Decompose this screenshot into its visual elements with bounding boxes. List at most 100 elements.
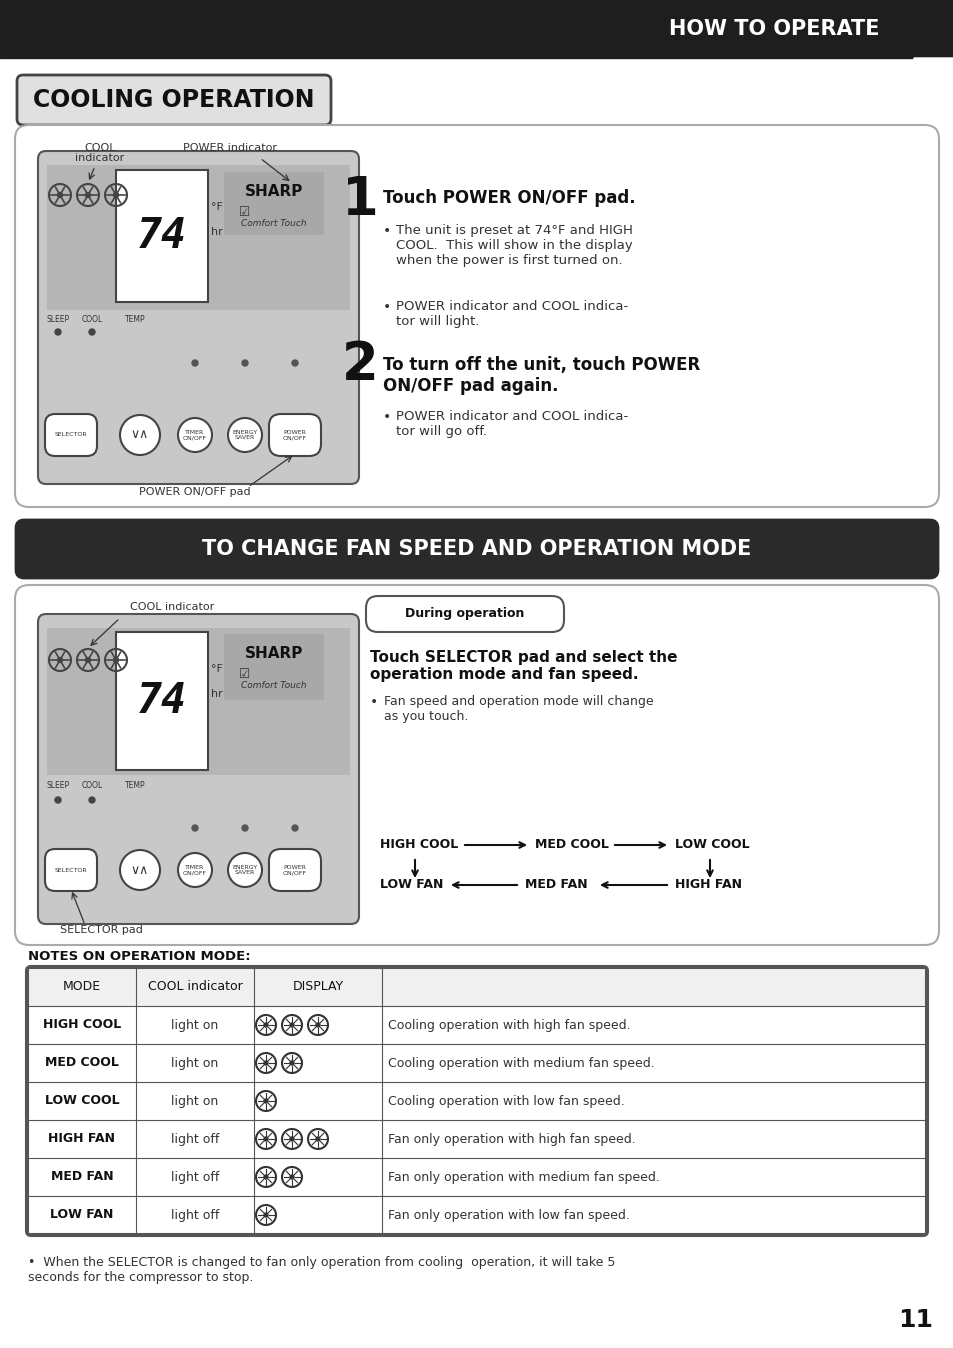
Text: °F: °F bbox=[211, 202, 223, 212]
Text: ENERGY
SAVER: ENERGY SAVER bbox=[233, 430, 257, 441]
Text: •: • bbox=[382, 224, 391, 239]
Text: POWER
ON/OFF: POWER ON/OFF bbox=[283, 430, 307, 441]
Text: light off: light off bbox=[171, 1209, 219, 1221]
Text: 1: 1 bbox=[341, 174, 378, 226]
Circle shape bbox=[178, 418, 212, 452]
FancyBboxPatch shape bbox=[17, 75, 331, 125]
Bar bbox=[224, 634, 324, 700]
Text: SHARP: SHARP bbox=[245, 647, 303, 662]
FancyBboxPatch shape bbox=[38, 613, 358, 923]
Bar bbox=[47, 628, 350, 775]
Text: NOTES ON OPERATION MODE:: NOTES ON OPERATION MODE: bbox=[28, 950, 251, 964]
Text: 2: 2 bbox=[341, 338, 378, 391]
Text: light off: light off bbox=[171, 1170, 219, 1184]
Text: POWER indicator and COOL indica-
tor will go off.: POWER indicator and COOL indica- tor wil… bbox=[395, 410, 628, 438]
Text: To turn off the unit, touch POWER
ON/OFF pad again.: To turn off the unit, touch POWER ON/OFF… bbox=[382, 356, 700, 395]
Text: LOW COOL: LOW COOL bbox=[675, 838, 749, 852]
Circle shape bbox=[315, 1136, 319, 1140]
Text: indicator: indicator bbox=[75, 154, 125, 163]
Circle shape bbox=[290, 1175, 294, 1180]
FancyBboxPatch shape bbox=[269, 849, 320, 891]
Text: MODE: MODE bbox=[63, 980, 101, 993]
Text: Touch POWER ON/OFF pad.: Touch POWER ON/OFF pad. bbox=[382, 189, 635, 208]
Circle shape bbox=[89, 797, 95, 803]
Text: Cooling operation with high fan speed.: Cooling operation with high fan speed. bbox=[388, 1019, 630, 1031]
Text: light on: light on bbox=[172, 1019, 218, 1031]
Text: Comfort Touch: Comfort Touch bbox=[241, 682, 307, 690]
Circle shape bbox=[264, 1099, 268, 1103]
Text: SHARP: SHARP bbox=[245, 185, 303, 200]
Bar bbox=[224, 173, 324, 235]
Text: COOLING OPERATION: COOLING OPERATION bbox=[33, 88, 314, 112]
Bar bbox=[28, 1158, 925, 1196]
Circle shape bbox=[113, 658, 118, 662]
Circle shape bbox=[113, 193, 118, 198]
Text: LOW FAN: LOW FAN bbox=[51, 1209, 113, 1221]
Circle shape bbox=[86, 658, 91, 662]
Text: HIGH FAN: HIGH FAN bbox=[675, 879, 741, 891]
Text: 74: 74 bbox=[137, 679, 187, 723]
Text: •: • bbox=[382, 410, 391, 425]
Text: COOL: COOL bbox=[81, 315, 103, 324]
Circle shape bbox=[57, 193, 63, 198]
Text: light off: light off bbox=[171, 1132, 219, 1146]
Text: ∨∧: ∨∧ bbox=[131, 864, 149, 876]
Text: ☑: ☑ bbox=[239, 667, 250, 681]
Text: COOL indicator: COOL indicator bbox=[148, 980, 242, 993]
Circle shape bbox=[120, 851, 160, 890]
Circle shape bbox=[192, 825, 198, 830]
Circle shape bbox=[292, 360, 297, 367]
Text: SELECTOR pad: SELECTOR pad bbox=[60, 925, 143, 936]
Text: MED COOL: MED COOL bbox=[45, 1057, 119, 1069]
Circle shape bbox=[120, 415, 160, 456]
Circle shape bbox=[315, 1023, 319, 1027]
Text: The unit is preset at 74°F and HIGH
COOL.  This will show in the display
when th: The unit is preset at 74°F and HIGH COOL… bbox=[395, 224, 632, 267]
Text: POWER indicator and COOL indica-
tor will light.: POWER indicator and COOL indica- tor wil… bbox=[395, 301, 628, 328]
Bar bbox=[28, 968, 925, 1006]
Text: TO CHANGE FAN SPEED AND OPERATION MODE: TO CHANGE FAN SPEED AND OPERATION MODE bbox=[202, 539, 751, 559]
Bar bbox=[28, 1043, 925, 1082]
FancyBboxPatch shape bbox=[45, 849, 97, 891]
Text: Fan only operation with medium fan speed.: Fan only operation with medium fan speed… bbox=[388, 1170, 659, 1184]
Text: HIGH COOL: HIGH COOL bbox=[379, 838, 457, 852]
Text: HIGH FAN: HIGH FAN bbox=[49, 1132, 115, 1146]
Text: SLEEP: SLEEP bbox=[47, 315, 70, 324]
Text: hr: hr bbox=[211, 226, 222, 237]
Circle shape bbox=[228, 853, 262, 887]
Bar bbox=[28, 1082, 925, 1120]
Bar bbox=[0, 0, 953, 58]
Text: POWER indicator: POWER indicator bbox=[183, 143, 276, 154]
Text: MED FAN: MED FAN bbox=[51, 1170, 113, 1184]
Circle shape bbox=[292, 825, 297, 830]
Text: SELECTOR: SELECTOR bbox=[54, 868, 88, 872]
Text: POWER
ON/OFF: POWER ON/OFF bbox=[283, 864, 307, 875]
FancyBboxPatch shape bbox=[38, 151, 358, 484]
Text: hr: hr bbox=[211, 689, 222, 700]
Text: light on: light on bbox=[172, 1057, 218, 1069]
Circle shape bbox=[57, 658, 63, 662]
Circle shape bbox=[264, 1136, 268, 1140]
Circle shape bbox=[55, 797, 61, 803]
Text: °F: °F bbox=[211, 665, 223, 674]
Text: COOL: COOL bbox=[84, 143, 115, 154]
Circle shape bbox=[264, 1213, 268, 1217]
Circle shape bbox=[242, 825, 248, 830]
Wedge shape bbox=[913, 58, 953, 98]
Text: COOL: COOL bbox=[81, 780, 103, 790]
Text: •  When the SELECTOR is changed to fan only operation from cooling  operation, i: • When the SELECTOR is changed to fan on… bbox=[28, 1256, 615, 1285]
Text: Touch SELECTOR pad and select the
operation mode and fan speed.: Touch SELECTOR pad and select the operat… bbox=[370, 650, 677, 682]
Text: 74: 74 bbox=[137, 214, 187, 257]
Circle shape bbox=[264, 1061, 268, 1065]
Text: Cooling operation with medium fan speed.: Cooling operation with medium fan speed. bbox=[388, 1057, 654, 1069]
Text: TIMER
ON/OFF: TIMER ON/OFF bbox=[183, 864, 207, 875]
Circle shape bbox=[178, 853, 212, 887]
Text: Fan speed and operation mode will change
as you touch.: Fan speed and operation mode will change… bbox=[384, 696, 653, 723]
Text: HIGH COOL: HIGH COOL bbox=[43, 1019, 121, 1031]
FancyBboxPatch shape bbox=[15, 585, 938, 945]
FancyBboxPatch shape bbox=[16, 520, 937, 578]
Text: Fan only operation with low fan speed.: Fan only operation with low fan speed. bbox=[388, 1209, 629, 1221]
Text: •: • bbox=[382, 301, 391, 314]
Circle shape bbox=[264, 1175, 268, 1180]
FancyBboxPatch shape bbox=[15, 125, 938, 507]
Circle shape bbox=[264, 1023, 268, 1027]
